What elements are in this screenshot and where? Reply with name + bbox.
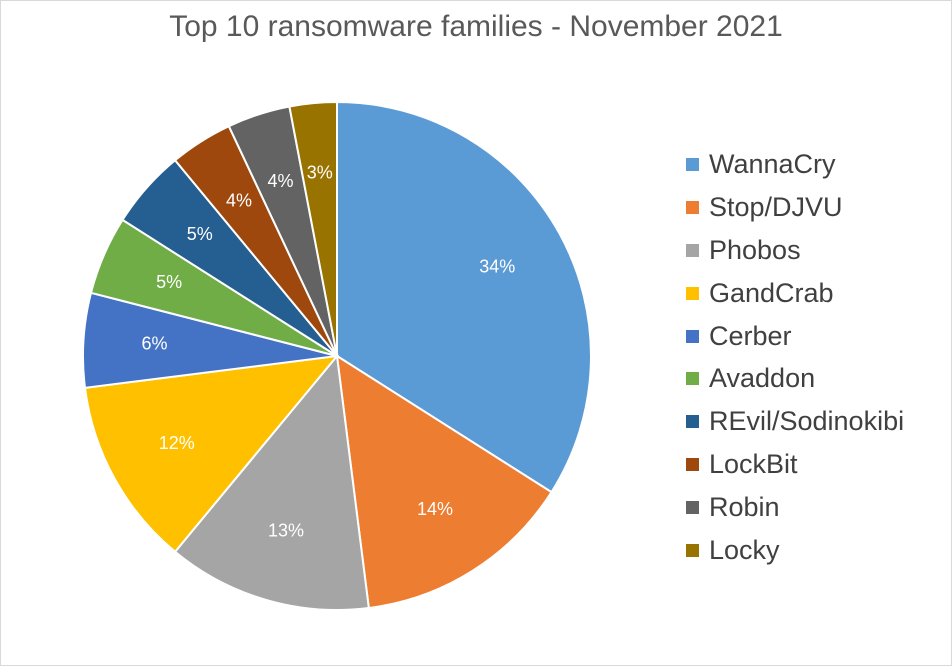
legend-item-cerber: Cerber (686, 315, 904, 358)
legend-label: Locky (709, 534, 780, 565)
data-label-revil-sodinokibi: 5% (187, 224, 213, 244)
legend-item-stop-djvu: Stop/DJVU (686, 186, 904, 229)
legend-label: WannaCry (709, 148, 836, 179)
data-label-stop-djvu: 14% (417, 499, 453, 519)
legend-swatch (686, 458, 699, 472)
legend-swatch (686, 157, 699, 171)
legend-label: REvil/Sodinokibi (709, 406, 905, 437)
pie-slice-wannacry (336, 100, 592, 494)
legend-label: Avaddon (709, 363, 816, 394)
legend-item-lockbit: LockBit (686, 443, 904, 486)
legend-item-gandcrab: GandCrab (686, 272, 904, 315)
pie-slice-locky (288, 100, 338, 357)
legend-swatch (686, 415, 699, 429)
legend-swatch (686, 501, 699, 515)
legend-swatch (686, 543, 699, 557)
legend-swatch (686, 243, 699, 257)
legend-item-phobos: Phobos (686, 229, 904, 272)
data-label-lockbit: 4% (226, 190, 252, 210)
legend-item-revil-sodinokibi: REvil/Sodinokibi (686, 400, 904, 443)
data-label-avaddon: 5% (156, 272, 182, 292)
data-label-cerber: 6% (141, 333, 167, 353)
legend-swatch (686, 329, 699, 343)
data-label-gandcrab: 12% (159, 433, 195, 453)
pie-slice-phobos (173, 353, 370, 611)
legend-swatch (686, 286, 699, 300)
data-label-phobos: 13% (268, 520, 304, 540)
legend-item-robin: Robin (686, 486, 904, 529)
legend-label: Robin (709, 492, 780, 523)
legend-label: Phobos (709, 234, 801, 265)
data-label-robin: 4% (267, 171, 293, 191)
legend-label: GandCrab (709, 277, 834, 308)
legend-item-locky: Locky (686, 529, 904, 572)
legend-swatch (686, 200, 699, 214)
legend-item-avaddon: Avaddon (686, 357, 904, 400)
data-label-locky: 3% (307, 163, 333, 183)
legend-swatch (686, 372, 699, 386)
legend-label: Cerber (709, 320, 792, 351)
chart-legend: WannaCry Stop/DJVU Phobos GandCrab Cerber Ava… (686, 143, 904, 572)
data-label-wannacry: 34% (479, 257, 515, 277)
legend-item-wannacry: WannaCry (686, 143, 904, 186)
legend-label: LockBit (709, 449, 798, 480)
legend-label: Stop/DJVU (709, 191, 843, 222)
chart-title: Top 10 ransomware families - November 20… (169, 10, 783, 43)
pie-slice-stop-djvu (335, 354, 553, 610)
pie-slice-gandcrab (83, 354, 340, 554)
